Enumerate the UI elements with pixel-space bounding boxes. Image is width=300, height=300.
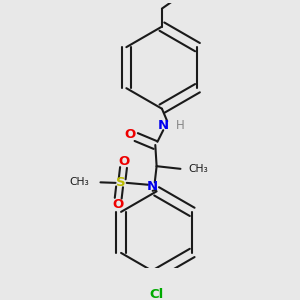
Text: N: N <box>147 180 158 193</box>
Text: CH₃: CH₃ <box>69 177 89 187</box>
Text: N: N <box>158 119 169 132</box>
Text: O: O <box>118 155 130 168</box>
Text: O: O <box>125 128 136 141</box>
Text: CH₃: CH₃ <box>188 164 208 174</box>
Text: H: H <box>176 119 184 132</box>
Text: Cl: Cl <box>149 288 164 300</box>
Text: S: S <box>116 176 126 189</box>
Text: O: O <box>112 198 123 211</box>
